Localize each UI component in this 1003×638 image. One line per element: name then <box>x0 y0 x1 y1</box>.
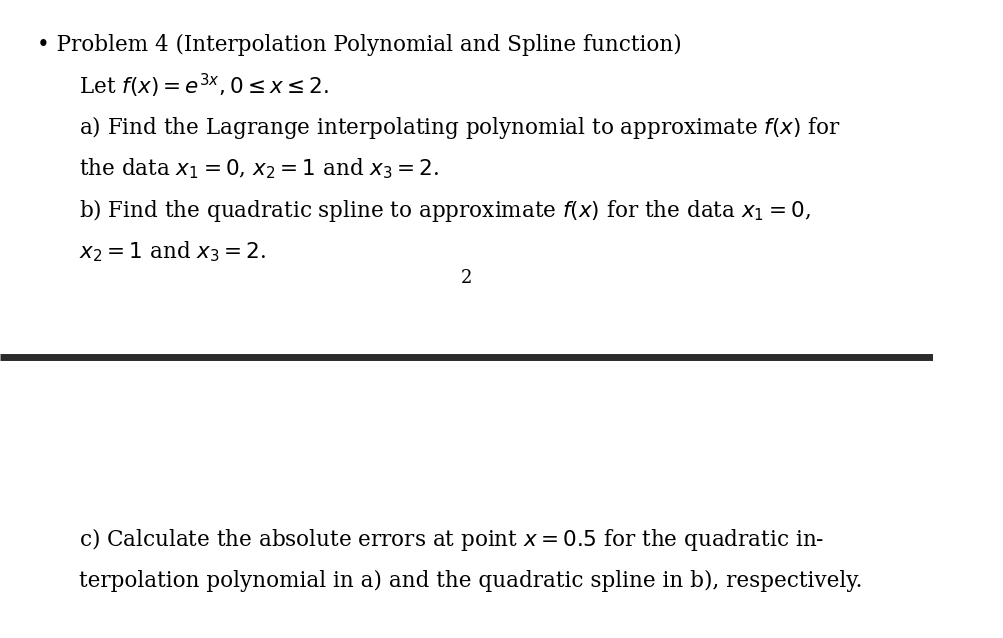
Text: a) Find the Lagrange interpolating polynomial to approximate $f(x)$ for: a) Find the Lagrange interpolating polyn… <box>79 114 841 141</box>
Text: 2: 2 <box>460 269 471 286</box>
Text: $x_2 = 1$ and $x_3 = 2$.: $x_2 = 1$ and $x_3 = 2$. <box>79 240 267 264</box>
Text: b) Find the quadratic spline to approximate $f(x)$ for the data $x_1 = 0$,: b) Find the quadratic spline to approxim… <box>79 197 810 224</box>
Text: Let $f(x) = e^{3x}, 0 \leq x \leq 2.$: Let $f(x) = e^{3x}, 0 \leq x \leq 2.$ <box>79 72 329 100</box>
Text: • Problem 4 (Interpolation Polynomial and Spline function): • Problem 4 (Interpolation Polynomial an… <box>37 34 681 56</box>
Text: terpolation polynomial in a) and the quadratic spline in b), respectively.: terpolation polynomial in a) and the qua… <box>79 570 862 591</box>
Text: the data $x_1 = 0$, $x_2 = 1$ and $x_3 = 2$.: the data $x_1 = 0$, $x_2 = 1$ and $x_3 =… <box>79 157 439 181</box>
Text: c) Calculate the absolute errors at point $x = 0.5$ for the quadratic in-: c) Calculate the absolute errors at poin… <box>79 526 823 553</box>
